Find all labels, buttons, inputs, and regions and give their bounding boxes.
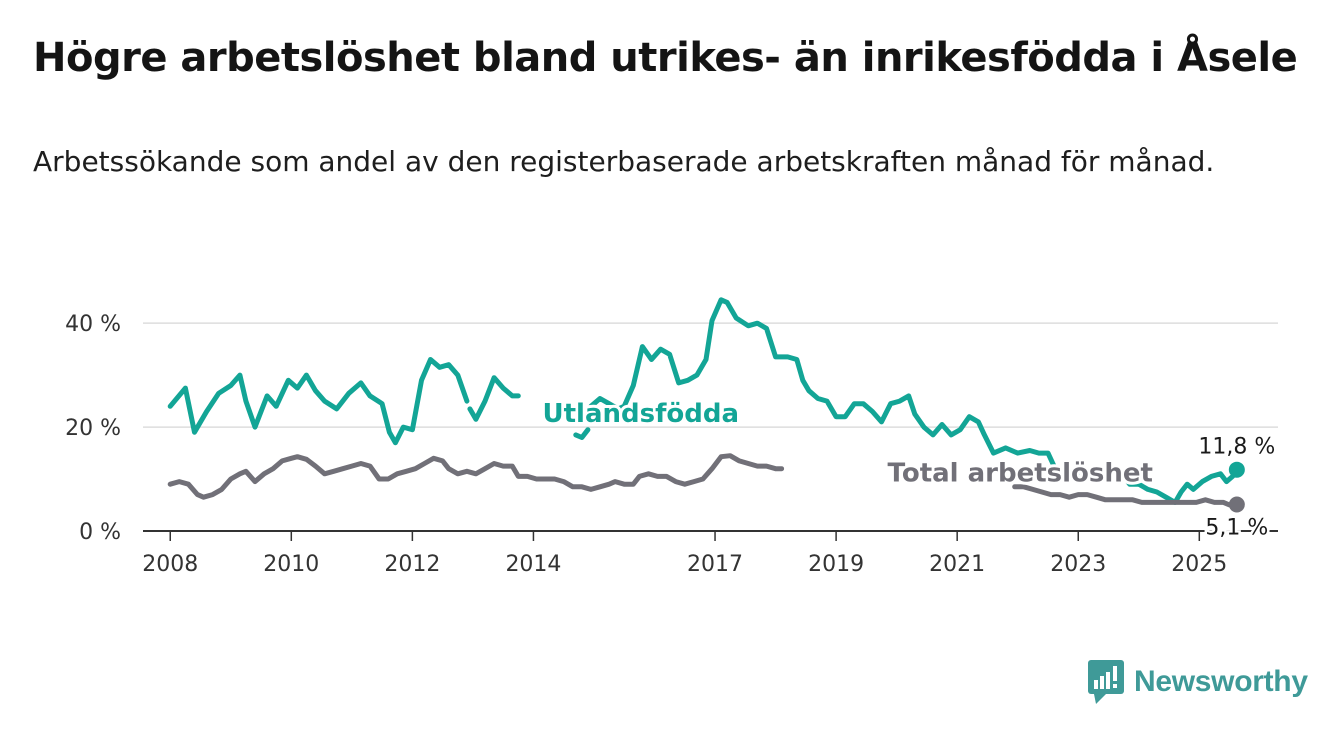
x-tick-label: 2017 <box>687 552 743 577</box>
x-tick-label: 2021 <box>929 552 985 577</box>
series-label-utlandsfodda: Utlandsfödda <box>543 399 740 429</box>
series-layer <box>167 297 1240 508</box>
series-line-total <box>167 453 1240 508</box>
x-tick-label: 2014 <box>505 552 561 577</box>
x-tick-label: 2023 <box>1050 552 1106 577</box>
x-tick-label: 2010 <box>263 552 319 577</box>
series-label-total: Total arbetslöshet <box>888 459 1153 489</box>
y-tick-label: 40 % <box>65 312 121 337</box>
newsworthy-icon <box>1088 660 1124 704</box>
label-layer: 0 % 20 % 40 % 2008 2010 2012 2014 2017 2019 2021 2… <box>65 312 1278 577</box>
chart-title: Högre arbetslöshet bland utrikes- än inr… <box>33 35 1298 81</box>
end-label-total: 5,1 % <box>1205 516 1268 541</box>
end-point-utlandsfodda <box>1228 461 1245 478</box>
chart-subtitle: Arbetssökande som andel av den registerb… <box>33 145 1215 178</box>
x-tick-label: 2025 <box>1171 552 1227 577</box>
x-tick-label: 2008 <box>142 552 198 577</box>
y-tick-label: 0 % <box>79 520 121 545</box>
end-label-utlandsfodda: 11,8 % <box>1198 435 1275 460</box>
x-tick-label: 2019 <box>808 552 864 577</box>
end-point-total <box>1228 496 1245 513</box>
newsworthy-wordmark: Newsworthy <box>1134 665 1308 698</box>
x-tick-label: 2012 <box>384 552 440 577</box>
newsworthy-logo: Newsworthy <box>1088 660 1308 704</box>
y-tick-label: 20 % <box>65 416 121 441</box>
series-line-utlandsfodda <box>167 297 1240 505</box>
grid-layer <box>143 322 1278 541</box>
